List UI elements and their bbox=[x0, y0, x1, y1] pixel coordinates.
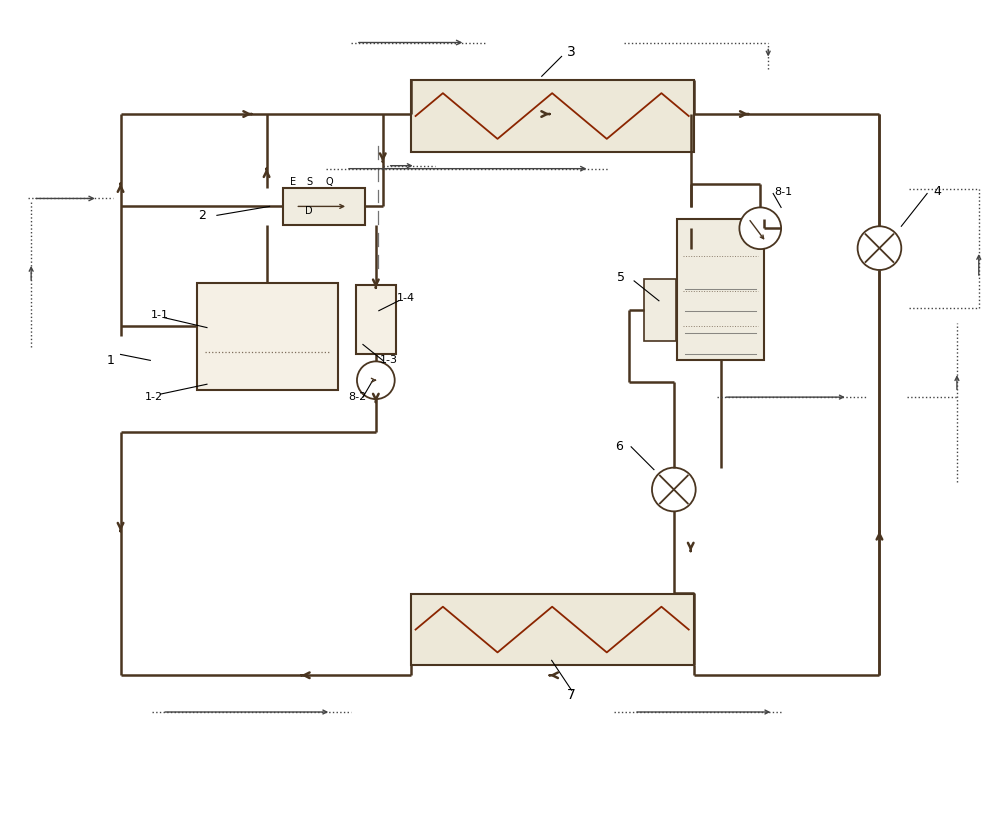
Text: 1-1: 1-1 bbox=[151, 310, 169, 319]
Text: 1: 1 bbox=[107, 354, 115, 367]
Text: D: D bbox=[305, 206, 313, 216]
Circle shape bbox=[357, 361, 395, 399]
Bar bbox=[411, 594, 694, 666]
Text: 8-1: 8-1 bbox=[774, 186, 792, 196]
Text: Q: Q bbox=[325, 176, 333, 186]
Text: 4: 4 bbox=[933, 185, 941, 198]
Circle shape bbox=[858, 226, 901, 270]
Text: 1-4: 1-4 bbox=[397, 293, 415, 303]
Circle shape bbox=[652, 468, 696, 512]
Bar bbox=[411, 80, 694, 151]
Text: 6: 6 bbox=[615, 440, 623, 453]
Text: 1-3: 1-3 bbox=[380, 355, 398, 365]
Bar bbox=[197, 283, 338, 390]
Bar bbox=[356, 285, 396, 354]
Text: 5: 5 bbox=[617, 271, 625, 285]
Bar bbox=[644, 279, 676, 340]
Text: E: E bbox=[290, 176, 296, 186]
Text: 3: 3 bbox=[567, 46, 576, 59]
Text: 2: 2 bbox=[198, 209, 206, 222]
Text: 1-2: 1-2 bbox=[145, 392, 163, 402]
Bar bbox=[677, 220, 764, 360]
Circle shape bbox=[739, 207, 781, 249]
Text: 8-2: 8-2 bbox=[348, 392, 366, 402]
Text: 7: 7 bbox=[567, 688, 576, 702]
Text: S: S bbox=[306, 176, 312, 186]
Bar bbox=[283, 187, 365, 225]
